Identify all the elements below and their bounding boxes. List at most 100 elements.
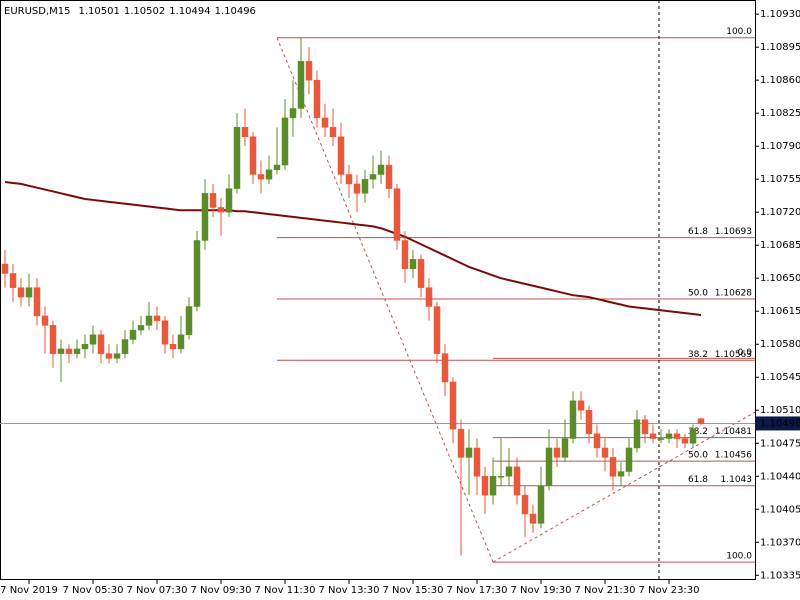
candle [121,330,129,359]
candle-body [17,287,25,298]
candle-body [441,353,449,383]
candle [9,264,17,302]
candle-body [585,409,593,435]
candle [585,405,593,444]
candle [57,339,65,382]
candle [489,457,497,505]
candle-body [273,164,281,171]
candle-body [689,428,697,444]
candle [377,150,385,184]
trend-line [276,37,494,563]
candle-body [81,343,89,350]
candle-body [233,127,241,189]
header-value: 1.10501 [78,6,119,17]
candle-body [89,334,97,345]
candle-body [177,334,185,350]
fib-price-label: 1.10563 [715,350,752,360]
fib-level-label: 50.0 [688,451,708,461]
fib-level-label: 50.0 [688,288,708,298]
candle [161,315,169,354]
candle-body [105,353,113,359]
candle [217,198,225,236]
candle-body [481,476,489,496]
candle [697,417,705,426]
x-tick-label: 7 Nov 19:30 [510,585,571,596]
y-tick-label: 1.10895 [760,42,800,53]
fib-level-label: 61.8 [688,475,708,485]
candle-body [537,485,545,524]
candle [17,278,25,307]
candle [473,438,481,496]
candle [233,113,241,194]
candle [289,80,297,137]
y-tick-label: 1.10405 [760,504,800,515]
candle [513,457,521,505]
y-tick-label: 1.10930 [760,9,800,20]
candle-body [57,348,65,354]
y-tick-label: 1.10440 [760,471,800,482]
candle [281,99,289,170]
candle [89,325,97,354]
candle [353,174,361,213]
candle [241,108,249,147]
y-tick-label: 1.10615 [760,306,800,317]
trend-line [492,411,756,563]
candle [313,70,321,128]
candle-body [497,476,505,478]
candle-body [217,207,225,213]
candle [577,391,585,420]
candle [481,466,489,514]
candle [673,429,681,448]
candle [609,447,617,491]
candle-body [697,418,705,424]
candle-body [33,287,41,317]
candle [465,429,473,496]
header-value: 1.10494 [169,6,210,17]
candle-body [385,164,393,189]
x-tick-label: 7 Nov 17:30 [446,585,507,596]
candle-body [201,193,209,241]
candle [641,414,649,444]
candle [401,231,409,283]
candle-body [529,513,537,524]
candle-body [681,438,689,444]
candle [49,320,57,368]
candle [409,249,417,279]
candle [185,297,193,340]
candle-body [361,178,369,194]
candle-body [593,433,601,449]
candle-body [169,343,177,350]
y-tick-label: 1.10510 [760,405,800,416]
fib-level-label: 100.0 [726,552,752,562]
price-tag [755,416,800,431]
candle-body [329,127,337,137]
candle-body [633,419,641,449]
candle [545,429,553,491]
candle-body [433,306,441,354]
price-tag-label: 1.10496 [760,418,800,429]
candle-body [297,61,305,109]
fib-price-label: 1.10456 [715,451,752,461]
x-tick-label: 7 Nov 13:30 [318,585,379,596]
candle-body [473,447,481,477]
candle [201,179,209,250]
candle-body [577,400,585,411]
candle [345,165,353,199]
candle-body [641,419,649,435]
candle [273,127,281,175]
candle [209,183,217,217]
candle [145,301,153,331]
candle-body [617,471,625,477]
candle-body [241,127,249,137]
x-tick-label: 7 Nov 07:30 [126,585,187,596]
y-tick-label: 1.10790 [760,141,800,152]
x-tick-label: 7 Nov 05:30 [62,585,123,596]
candle [329,108,337,147]
candle-body [625,447,633,472]
candle [385,155,393,199]
candle [649,424,657,444]
candle [129,320,137,345]
y-tick-label: 1.10580 [760,339,800,350]
candle-body [401,240,409,270]
candle [65,344,73,364]
